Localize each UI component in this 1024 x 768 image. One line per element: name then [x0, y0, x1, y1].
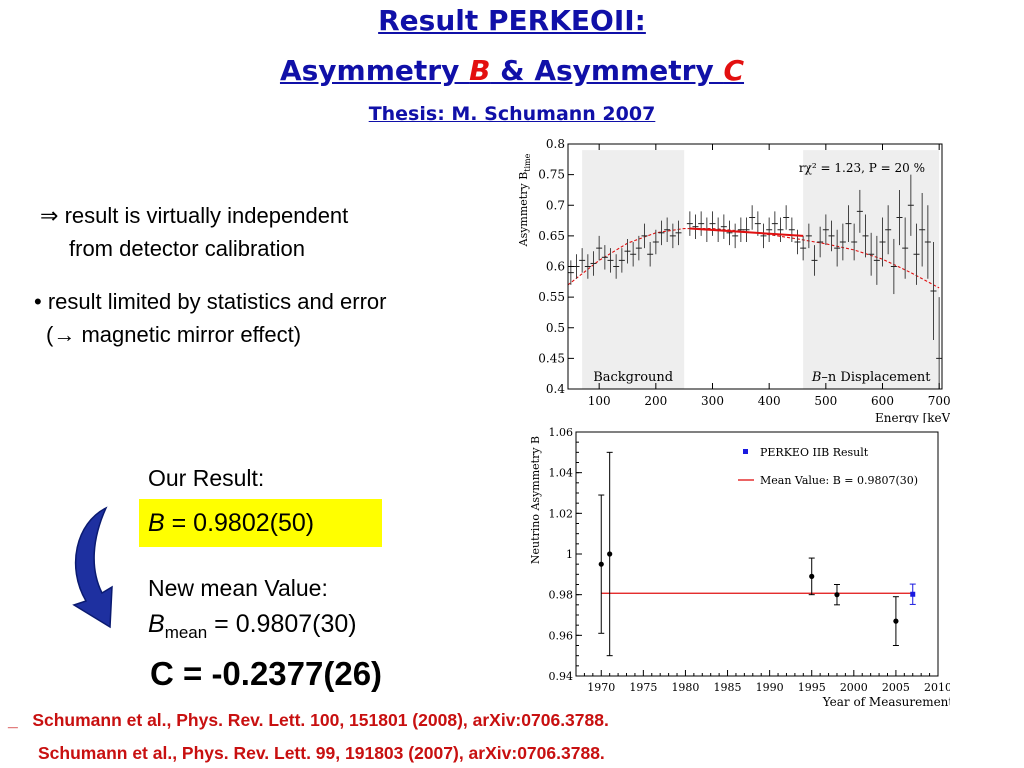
- bullet-2-open: (: [46, 322, 54, 347]
- arrow-right-symbol: →: [53, 322, 76, 347]
- b-symbol: B: [148, 509, 165, 537]
- x-tick-label: 1970: [587, 681, 615, 694]
- background-region-label: Background: [593, 370, 673, 385]
- plot-frame: [575, 431, 939, 677]
- y-tick-label: 1.06: [549, 426, 574, 439]
- y-tick-label: 1.04: [549, 467, 574, 480]
- citation-1[interactable]: _ Schumann et al., Phys. Rev. Lett. 100,…: [8, 710, 609, 731]
- bullet-1-text-1: result is virtually independent: [64, 203, 349, 228]
- displacement-region-label: B–n Displacement: [811, 370, 931, 385]
- displacement-label-text: –n Displacement: [821, 370, 931, 385]
- curved-arrow-shape: [72, 506, 113, 629]
- slide-title: Result PERKEOII:: [378, 4, 646, 37]
- bullet-2-text-2: magnetic mirror effect): [75, 322, 302, 347]
- subtitle-part-a: Asymmetry: [279, 54, 470, 87]
- citation-1-marker: _: [8, 710, 18, 730]
- mean-value: Bmean = 0.9807(30): [148, 610, 357, 643]
- y-tick-label: 0.98: [549, 589, 574, 602]
- y-tick-label: 1: [566, 548, 573, 561]
- y-axis-label: Neutrino Asymmetry B: [529, 436, 542, 564]
- legend-label-result: PERKEO IIB Result: [760, 446, 869, 459]
- curved-arrow-icon: [72, 506, 113, 629]
- neutrino-asymmetry-year-chart: 1970 1975 1980 1985 1990 1995 2000 2005 2010 0.94…: [529, 426, 950, 709]
- data-point: [809, 573, 815, 579]
- y-tick-label: 0.7: [546, 198, 565, 212]
- y-tick-label: 0.8: [546, 138, 565, 151]
- result-value-box: B = 0.9802(50): [139, 499, 382, 547]
- y-tick-label: 0.94: [549, 670, 574, 683]
- bullet-2-line-1: • result limited by statistics and error: [34, 289, 387, 314]
- y-tick-label: 0.45: [538, 351, 565, 365]
- x-tick-label: 1985: [714, 681, 742, 694]
- y-tick-label: 0.5: [546, 321, 565, 335]
- mean-b-symbol: B: [148, 610, 165, 638]
- y-tick-label: 0.4: [546, 382, 565, 396]
- y-tick-label: 0.75: [538, 168, 565, 182]
- bullet-1: ⇒ result is virtually independent from d…: [40, 199, 510, 265]
- mean-number: = 0.9807(30): [207, 610, 357, 638]
- citation-1-text: Schumann et al., Phys. Rev. Lett. 100, 1…: [32, 710, 609, 730]
- x-axis-label: Year of Measurement: [822, 695, 950, 709]
- bullet-2-line-2: (→ magnetic mirror effect): [34, 318, 509, 351]
- asymmetry-energy-chart: 100 200 300 400 500 600 700 0.4 0.45 0.5 0.55 0.6 0.…: [517, 138, 950, 423]
- b-value: = 0.9802(50): [164, 509, 315, 537]
- x-tick-label: 1990: [756, 681, 784, 694]
- x-tick-label: 1980: [671, 681, 699, 694]
- x-tick-label: 700: [928, 394, 950, 408]
- legend-marker-result: [743, 449, 748, 454]
- y-tick-label: 0.55: [538, 290, 565, 304]
- x-tick-label: 400: [758, 394, 781, 408]
- y-axis-label: Asymmetry Btime: [517, 153, 532, 247]
- displacement-label-symbol: B: [811, 370, 822, 385]
- x-tick-label: 600: [871, 394, 894, 408]
- asymmetry-b-symbol: B: [469, 54, 491, 87]
- x-tick-label: 100: [588, 394, 611, 408]
- y-tick-label: 0.96: [549, 629, 574, 642]
- x-tick-label: 300: [701, 394, 724, 408]
- citation-2[interactable]: Schumann et al., Phys. Rev. Lett. 99, 19…: [38, 743, 605, 763]
- legend-label-mean: Mean Value: B = 0.9807(30): [760, 474, 918, 487]
- bullet-1-line-1: ⇒ result is virtually independent: [40, 199, 510, 232]
- x-tick-label: 1975: [629, 681, 657, 694]
- x-tick-label: 500: [814, 394, 837, 408]
- y-tick-label: 1.02: [549, 507, 574, 520]
- y-axis-label-subscript: time: [523, 153, 532, 171]
- implies-symbol: ⇒: [40, 203, 59, 228]
- subtitle-part-c: & Asymmetry: [490, 54, 724, 87]
- y-tick-label: 0.65: [538, 229, 565, 243]
- fit-line: [689, 227, 804, 237]
- thesis-credit: Thesis: M. Schumann 2007: [368, 103, 656, 125]
- x-tick-label: 200: [644, 394, 667, 408]
- data-point: [598, 561, 604, 567]
- data-point: [893, 618, 899, 624]
- shaded-region-0: [582, 150, 685, 389]
- x-tick-label: 1995: [798, 681, 826, 694]
- chi2-annotation: rχ² = 1.23, P = 20 %: [799, 161, 925, 175]
- bullet-2: • result limited by statistics and error…: [34, 285, 509, 351]
- y-tick-label: 0.6: [546, 260, 565, 274]
- c-result: C = -0.2377(26): [150, 655, 383, 692]
- x-tick-label: 2000: [840, 681, 868, 694]
- x-tick-label: 2005: [882, 681, 910, 694]
- slide-subtitle: Asymmetry B & Asymmetry C: [0, 54, 1024, 87]
- new-mean-label: New mean Value:: [148, 575, 328, 601]
- data-point: [607, 551, 613, 557]
- bullet-1-line-2: from detector calibration: [69, 236, 305, 261]
- asymmetry-c-symbol: C: [723, 54, 745, 87]
- mean-subscript: mean: [164, 623, 208, 642]
- our-result-label: Our Result:: [148, 465, 265, 491]
- x-tick-label: 2010: [924, 681, 950, 694]
- data-point: [834, 592, 840, 598]
- x-axis-label: Energy [keV]: [875, 411, 950, 423]
- result-point: [910, 591, 916, 597]
